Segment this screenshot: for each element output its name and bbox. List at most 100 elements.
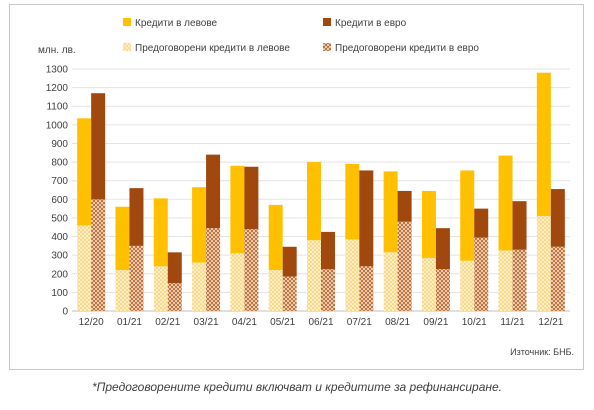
bar-segment bbox=[307, 162, 321, 241]
legend-item-bgn-loans: Кредити в левове bbox=[123, 18, 218, 29]
bar-segment bbox=[268, 204, 283, 271]
chart-frame: Кредити в левове Кредити в евро Предогов… bbox=[9, 4, 584, 370]
legend-swatch-eur-loans bbox=[323, 18, 331, 26]
bar-segment bbox=[321, 231, 335, 270]
bar-segment bbox=[460, 260, 475, 311]
legend-item-eur-renegotiated: Предоговорени кредити в евро bbox=[323, 43, 479, 54]
bar-segment bbox=[397, 221, 412, 311]
bar-segment bbox=[307, 240, 321, 311]
bar-segment bbox=[91, 93, 106, 200]
y-tick-label: 700 bbox=[51, 176, 68, 187]
bar-segment bbox=[192, 262, 207, 311]
source-note: Източник: БНБ. bbox=[510, 347, 574, 357]
bar-segment bbox=[91, 199, 106, 311]
bar-segment bbox=[244, 229, 259, 311]
bar-segment bbox=[536, 72, 551, 217]
bar-segment bbox=[244, 166, 259, 230]
x-tick-label: 09/21 bbox=[423, 317, 448, 328]
bar-segment bbox=[115, 206, 130, 271]
bar-segment bbox=[474, 208, 489, 238]
bar-segment bbox=[153, 266, 168, 311]
bar-segment bbox=[421, 257, 436, 311]
x-tick-label: 03/21 bbox=[194, 317, 219, 328]
x-tick-label: 04/21 bbox=[232, 317, 257, 328]
bar-segment bbox=[230, 165, 245, 254]
bar-segment bbox=[77, 225, 92, 311]
y-tick-label: 1000 bbox=[46, 120, 69, 131]
bar-segment bbox=[345, 239, 360, 311]
legend-label-eur-loans: Кредити в евро bbox=[335, 18, 407, 29]
x-tick-label: 02/21 bbox=[155, 317, 180, 328]
legend-swatch-bgn-loans bbox=[123, 18, 131, 26]
x-tick-label: 08/21 bbox=[385, 317, 410, 328]
bar-segment bbox=[512, 201, 527, 250]
y-axis-ticks: 0 100 200 300 400 500 600 700 800 900 1000 1100 1200… bbox=[46, 65, 69, 318]
bar-segment bbox=[435, 269, 450, 311]
x-tick-label: 06/21 bbox=[308, 317, 333, 328]
x-tick-label: 01/21 bbox=[117, 317, 142, 328]
legend-swatch-eur-renegotiated bbox=[323, 43, 331, 51]
bar-segment bbox=[153, 198, 168, 267]
bar-segment bbox=[129, 245, 144, 311]
bar-segment bbox=[359, 170, 374, 267]
y-tick-label: 0 bbox=[62, 307, 68, 318]
bar-segment bbox=[460, 170, 475, 261]
legend-item-bgn-renegotiated: Предоговорени кредити в левове bbox=[123, 43, 290, 54]
bar-segment bbox=[359, 266, 374, 311]
y-axis-label: млн. лв. bbox=[38, 45, 76, 56]
bar-segment bbox=[282, 246, 297, 277]
footnote: *Предоговорените кредити включват и кред… bbox=[92, 380, 502, 394]
bar-segment bbox=[77, 118, 92, 226]
bar-segment bbox=[206, 154, 221, 229]
bar-segment bbox=[435, 228, 450, 270]
y-tick-label: 1300 bbox=[46, 65, 69, 76]
bar-segment bbox=[129, 188, 144, 246]
bar-segment bbox=[321, 269, 335, 311]
y-tick-label: 600 bbox=[51, 195, 68, 206]
x-tick-label: 05/21 bbox=[270, 317, 295, 328]
legend-item-eur-loans: Кредити в евро bbox=[323, 18, 407, 29]
x-tick-label: 07/21 bbox=[347, 317, 372, 328]
bar-segment bbox=[282, 276, 297, 311]
legend-label-bgn-renegotiated: Предоговорени кредити в левове bbox=[135, 43, 290, 54]
y-tick-label: 400 bbox=[51, 232, 68, 243]
bar-segment bbox=[230, 253, 245, 311]
bar-segment bbox=[397, 190, 412, 222]
bar-segment bbox=[345, 163, 360, 240]
bar-segment bbox=[115, 270, 130, 311]
bar-segment bbox=[498, 155, 513, 251]
y-tick-label: 500 bbox=[51, 213, 68, 224]
stacked-bar-chart: Кредити в левове Кредити в евро Предогов… bbox=[38, 18, 574, 357]
bar-segment bbox=[206, 228, 221, 311]
legend-label-bgn-loans: Кредити в левове bbox=[135, 18, 218, 29]
x-tick-label: 12/21 bbox=[538, 317, 563, 328]
y-tick-label: 1200 bbox=[46, 83, 69, 94]
bars bbox=[77, 72, 565, 311]
y-tick-label: 200 bbox=[51, 269, 68, 280]
x-tick-label: 11/21 bbox=[500, 317, 525, 328]
bar-segment bbox=[421, 190, 436, 258]
x-tick-label: 10/21 bbox=[462, 317, 487, 328]
x-axis-ticks: 12/20 01/21 02/21 03/21 04/21 05/21 06/21 07/21… bbox=[79, 317, 564, 328]
bar-segment bbox=[192, 187, 207, 263]
bar-segment bbox=[550, 189, 565, 247]
bar-segment bbox=[512, 249, 527, 311]
y-tick-label: 100 bbox=[51, 288, 68, 299]
legend: Кредити в левове Кредити в евро Предогов… bbox=[123, 18, 479, 54]
bar-segment bbox=[550, 246, 565, 311]
y-tick-label: 800 bbox=[51, 158, 68, 169]
bar-segment bbox=[536, 216, 551, 311]
bar-segment bbox=[474, 237, 489, 311]
x-tick-label: 12/20 bbox=[79, 317, 104, 328]
y-tick-label: 300 bbox=[51, 251, 68, 262]
bar-segment bbox=[383, 171, 398, 253]
y-tick-label: 1100 bbox=[46, 102, 68, 113]
y-tick-label: 900 bbox=[51, 139, 68, 150]
bar-segment bbox=[167, 283, 182, 311]
legend-label-eur-renegotiated: Предоговорени кредити в евро bbox=[335, 43, 479, 54]
bar-segment bbox=[268, 270, 283, 311]
legend-swatch-bgn-renegotiated bbox=[123, 43, 131, 51]
bar-segment bbox=[498, 250, 513, 311]
bar-segment bbox=[383, 252, 398, 311]
bar-segment bbox=[167, 252, 182, 284]
